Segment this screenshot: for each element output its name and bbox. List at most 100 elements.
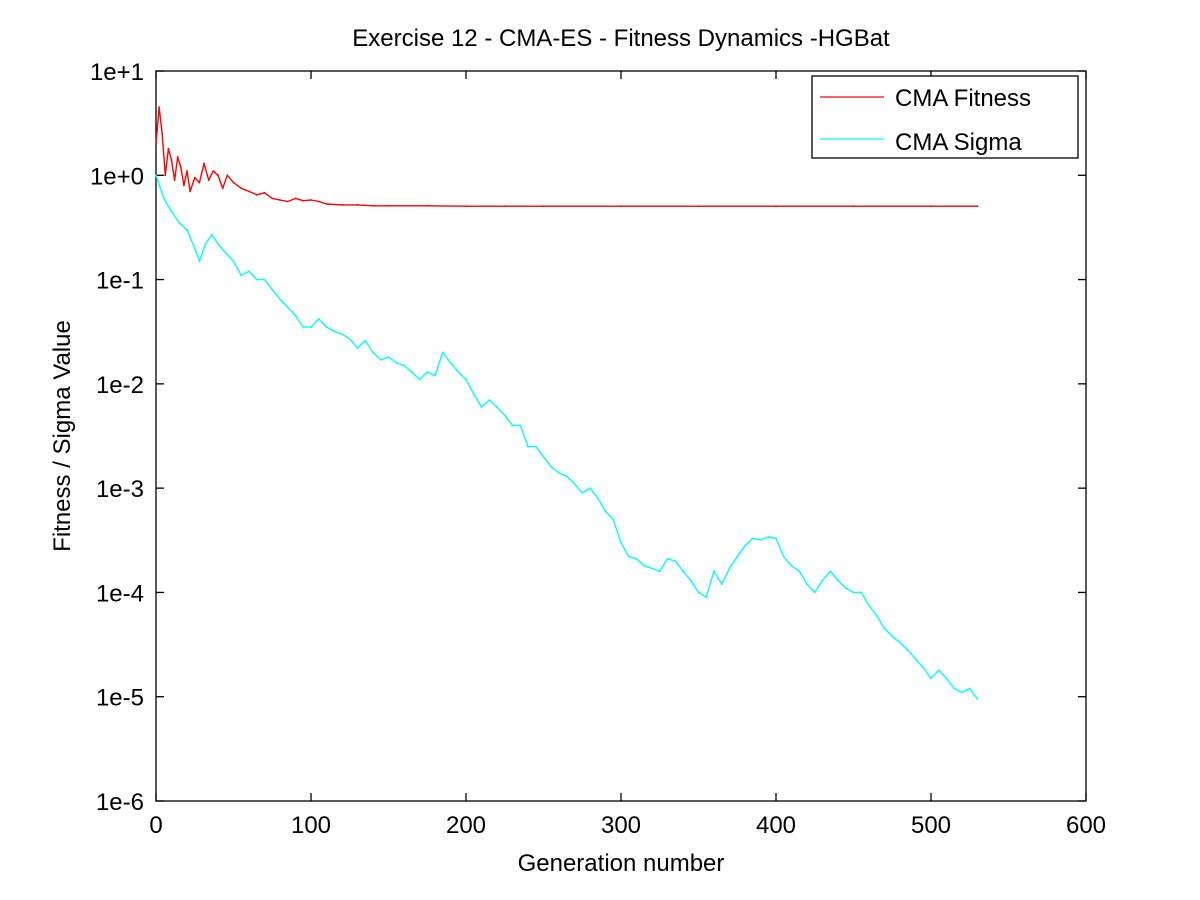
data-point-cma-sigma [837, 579, 839, 582]
x-tick-label: 300 [601, 812, 641, 839]
data-point-cma-sigma [798, 570, 801, 572]
data-point-cma-sigma [899, 641, 901, 644]
data-point-cma-fitness [176, 156, 179, 158]
data-point-cma-sigma [333, 330, 336, 333]
data-point-cma-sigma [488, 399, 491, 401]
data-point-cma-sigma [279, 298, 281, 300]
x-tick-label: 100 [291, 812, 331, 839]
data-point-cma-sigma [542, 455, 545, 458]
data-point-cma-fitness [164, 174, 167, 177]
data-point-cma-sigma [674, 560, 677, 562]
data-point-cma-sigma [410, 371, 413, 373]
data-point-cma-fitness [189, 190, 192, 193]
data-point-cma-fitness [167, 147, 170, 150]
data-point-cma-sigma [968, 687, 971, 690]
data-point-cma-sigma [806, 583, 808, 586]
data-point-cma-sigma [496, 406, 498, 408]
data-point-cma-sigma [953, 687, 956, 690]
data-point-cma-sigma [790, 564, 793, 567]
data-point-cma-fitness [286, 200, 289, 203]
data-point-cma-fitness [503, 205, 506, 208]
data-point-cma-sigma [976, 698, 979, 700]
data-point-cma-sigma [372, 351, 374, 354]
data-point-cma-sigma [844, 587, 847, 589]
data-point-cma-sigma [759, 538, 762, 541]
data-point-cma-sigma [426, 371, 429, 373]
data-point-cma-sigma [906, 649, 909, 651]
legend: CMA Fitness CMA Sigma [811, 75, 1079, 159]
data-point-cma-sigma [852, 591, 855, 594]
x-axis-label: Generation number [518, 850, 725, 877]
data-point-cma-fitness [542, 205, 545, 208]
series-layer [155, 106, 979, 700]
data-point-cma-fitness [161, 132, 164, 135]
data-point-cma-sigma [558, 472, 560, 474]
data-point-cma-sigma [198, 260, 201, 263]
data-point-cma-sigma [620, 541, 622, 544]
data-point-cma-sigma [534, 445, 537, 448]
data-point-cma-fitness [212, 170, 215, 172]
data-point-cma-sigma [875, 614, 878, 617]
data-point-cma-sigma [922, 666, 925, 669]
data-point-cma-sigma [294, 314, 297, 317]
data-point-cma-fitness [317, 200, 320, 203]
data-point-cma-sigma [937, 669, 940, 671]
data-point-cma-sigma [155, 174, 157, 177]
x-tick-label: 500 [911, 812, 951, 839]
data-point-cma-sigma [829, 570, 832, 572]
data-point-cma-fitness [198, 181, 201, 184]
data-point-cma-sigma [441, 351, 444, 354]
data-point-cma-sigma [232, 260, 235, 263]
data-point-cma-sigma [527, 445, 529, 448]
data-point-cma-sigma [503, 414, 506, 417]
data-point-cma-fitness [217, 174, 219, 177]
x-tick-label: 0 [149, 812, 162, 839]
data-point-cma-sigma [162, 197, 165, 200]
data-point-cma-fitness [193, 176, 196, 179]
data-point-cma-sigma [627, 555, 630, 558]
data-point-cma-sigma [736, 555, 739, 558]
data-point-cma-sigma [511, 424, 514, 427]
data-point-cma-fitness [271, 197, 274, 200]
data-point-cma-sigma [317, 318, 320, 320]
y-tick-label: 1e-2 [96, 372, 144, 399]
data-point-cma-fitness [170, 159, 173, 161]
data-point-cma-fitness [852, 205, 855, 208]
data-point-cma-fitness [203, 162, 206, 165]
data-point-cma-sigma [434, 374, 436, 377]
data-point-cma-sigma [565, 475, 568, 478]
data-point-cma-sigma [813, 591, 816, 594]
y-tick-label: 1e-4 [96, 580, 144, 607]
data-point-cma-sigma [868, 604, 870, 607]
data-point-cma-sigma [945, 677, 948, 680]
data-point-cma-fitness [186, 170, 188, 172]
data-point-cma-sigma [728, 567, 731, 570]
data-point-cma-fitness [426, 204, 429, 207]
y-tick-label: 1e-1 [96, 268, 144, 295]
data-point-cma-fitness [325, 203, 328, 205]
data-point-cma-fitness [221, 187, 224, 190]
legend-label-cma-fitness: CMA Fitness [895, 85, 1031, 112]
data-point-cma-fitness [387, 204, 390, 207]
data-point-cma-fitness [248, 190, 250, 193]
y-tick-label: 1e+1 [90, 59, 144, 86]
data-point-cma-sigma [472, 393, 475, 395]
data-point-cma-sigma [821, 579, 824, 582]
data-point-cma-sigma [775, 537, 777, 540]
data-point-cma-sigma [635, 557, 638, 560]
data-point-cma-fitness [310, 199, 312, 201]
data-point-cma-sigma [782, 555, 785, 558]
data-point-cma-fitness [356, 204, 359, 206]
data-point-cma-sigma [341, 333, 343, 335]
legend-box [811, 75, 1079, 159]
data-point-cma-sigma [651, 567, 653, 570]
data-point-cma-fitness [465, 205, 467, 208]
data-point-cma-sigma [961, 691, 963, 694]
data-point-cma-fitness [775, 205, 777, 208]
y-axis-label: Fitness / Sigma Value [49, 320, 76, 552]
y-tick-label: 1e+0 [90, 163, 144, 190]
data-point-cma-sigma [914, 658, 917, 660]
data-point-cma-sigma [217, 243, 219, 245]
data-point-cma-sigma [186, 228, 188, 231]
data-point-cma-fitness [207, 179, 210, 182]
